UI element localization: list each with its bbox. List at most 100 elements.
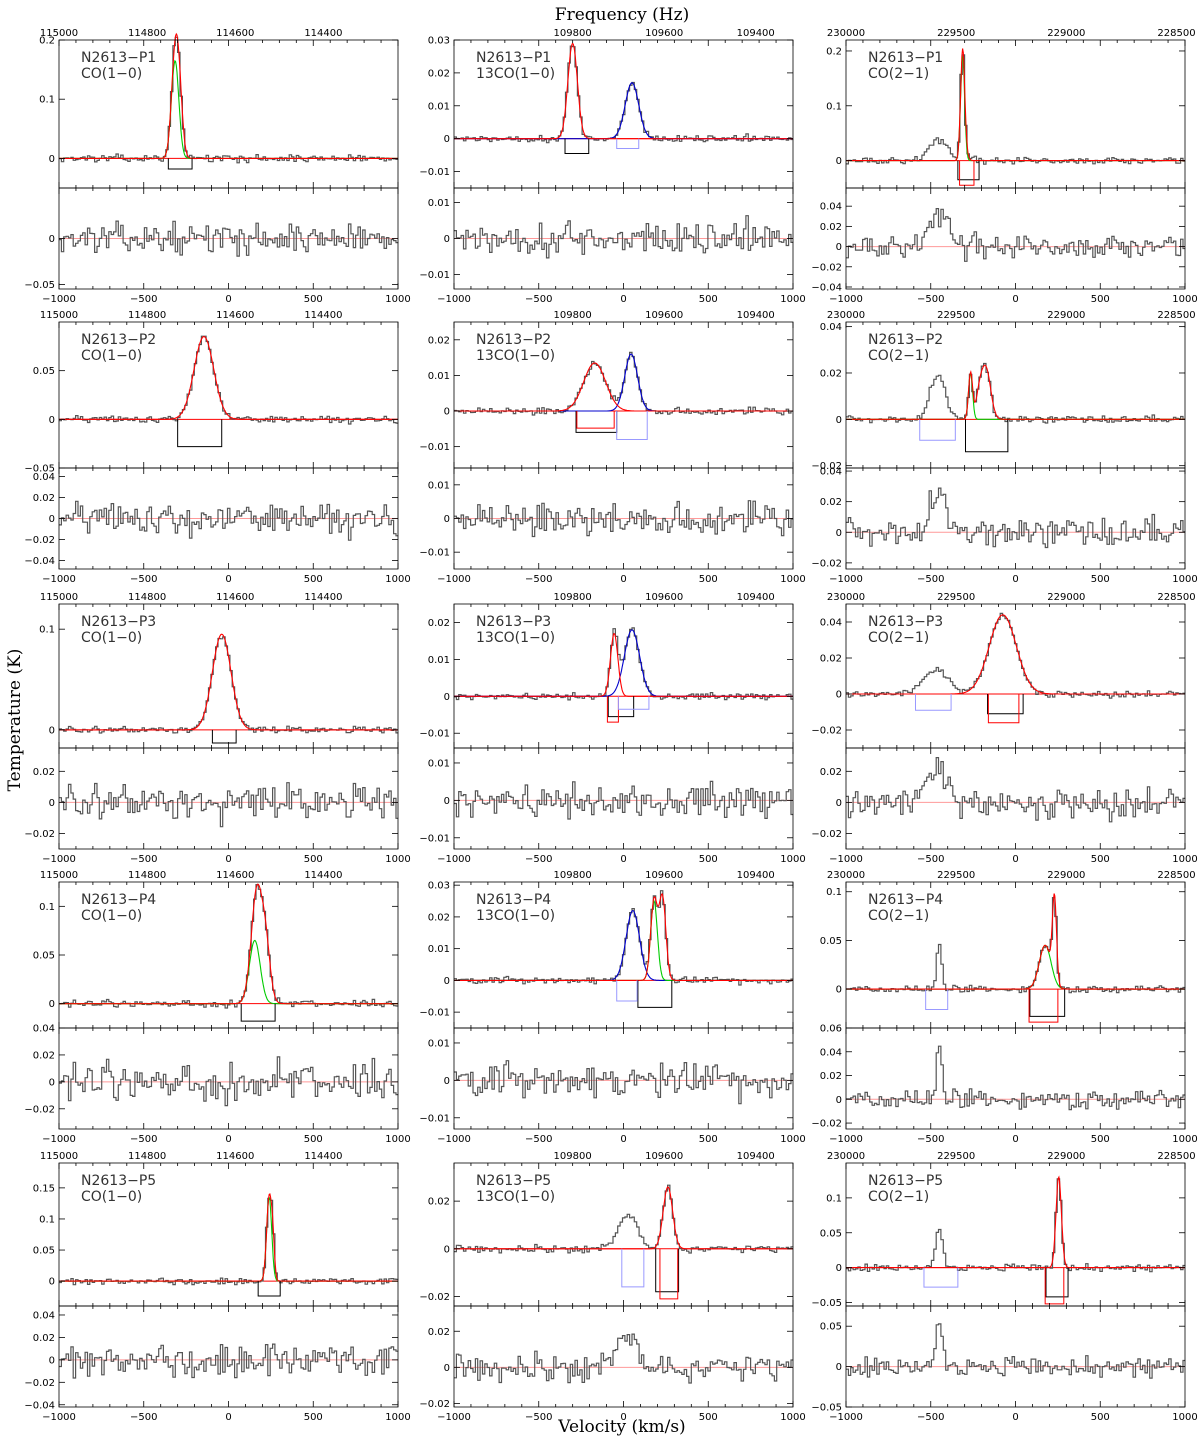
- p4-3-resid-xtick-label-500: 500: [1091, 1134, 1110, 1145]
- p2-2-resid-xtick-label-1000: 1000: [780, 574, 805, 585]
- p5-1-main-ytick-label-0: 0: [49, 1277, 55, 1288]
- p2-2-resid-ytick-label-0: −0.01: [419, 548, 450, 559]
- p1-1-resid-ytick-label-1: 0: [49, 234, 55, 245]
- p3-3-resid-xtick-label--500: −500: [917, 854, 944, 865]
- p1-3-window-red-1: [959, 160, 975, 186]
- p1-3-resid-xtick-label-0: 0: [1012, 294, 1018, 305]
- p5-3-resid-frame: [845, 1305, 1186, 1408]
- p4-2-main-ytick-label-0: −0.01: [419, 1008, 450, 1019]
- p2-1-line-label: CO(1−0): [81, 348, 142, 364]
- p2-1-resid-ytick-label-1: −0.02: [24, 535, 55, 546]
- p2-3-resid-ytick-label-3: 0.04: [820, 467, 842, 478]
- p2-3-window-black-0: [964, 419, 1009, 453]
- p2-3-main-ytick-label-1: 0: [836, 415, 842, 426]
- x-axis-title: Velocity (km/s): [557, 1417, 685, 1437]
- panel-r1-c3: 0 0.1 0.2 230000 229500 229000 228500 N2613−P1C…: [811, 28, 1197, 305]
- p5-3-window-red-1: [1044, 1267, 1065, 1305]
- p4-3-resid-ytick-label-0: −0.02: [811, 1119, 842, 1130]
- p4-3-freq-label-2: 229000: [1047, 870, 1085, 881]
- p5-1-title: N2613−P5: [81, 1173, 156, 1189]
- p1-3-main-ytick-label-2: 0.2: [826, 46, 842, 57]
- p1-1-resid-xtick-label-1000: 1000: [385, 294, 410, 305]
- p2-1-resid-ytick-label-4: 0.04: [33, 472, 55, 483]
- p2-2-line-label: 13CO(1−0): [476, 348, 555, 364]
- p4-3-main-ytick-label-0: 0: [836, 985, 842, 996]
- p3-3-resid-xtick-label-500: 500: [1091, 854, 1110, 865]
- p5-3-main-ytick-label-2: 0.05: [820, 1228, 842, 1239]
- p5-1-freq-label-1: 114800: [128, 1151, 166, 1162]
- p1-3-resid-ytick-label-1: −0.02: [811, 262, 842, 273]
- p2-1-residual: [59, 500, 399, 541]
- p3-3-resid-xtick-label-1000: 1000: [1172, 854, 1197, 865]
- p2-3-main-ytick-label-2: 0.02: [820, 368, 842, 379]
- p1-2-fit-total: [454, 42, 793, 140]
- p1-2-resid-xtick-label--1000: −1000: [437, 294, 471, 305]
- p5-3-resid-xtick-label--1000: −1000: [829, 1412, 863, 1423]
- p1-1-window-black-0: [167, 158, 193, 170]
- panel-r4-c3: 0 0.05 0.1 230000 229500 229000 228500 N2613−P4…: [811, 870, 1197, 1145]
- p4-2-main-ytick-label-1: 0: [444, 976, 450, 987]
- p5-2-window-blue-2: [621, 1248, 645, 1288]
- p2-3-resid-xtick-label--1000: −1000: [829, 574, 863, 585]
- p2-3-line-label: CO(2−1): [868, 348, 929, 364]
- p4-1-residual: [59, 1056, 399, 1107]
- p4-1-spectrum: [59, 884, 399, 1009]
- p4-2-resid-frame: [453, 1027, 794, 1130]
- p5-2-resid-xtick-label-500: 500: [699, 1412, 718, 1423]
- p1-3-freq-label-0: 230000: [827, 28, 865, 39]
- p3-3-window-red-1: [987, 694, 1020, 724]
- p4-2-resid-xtick-label--1000: −1000: [437, 1134, 471, 1145]
- p3-3-freq-label-3: 228500: [1157, 592, 1195, 603]
- p1-2-resid-xtick-label-1000: 1000: [780, 294, 805, 305]
- p2-2-window-blue-2: [616, 411, 648, 441]
- p2-2-window-black-0: [575, 411, 618, 433]
- p3-3-freq-label-2: 229000: [1047, 592, 1085, 603]
- p1-3-freq-label-2: 229000: [1047, 28, 1085, 39]
- p4-2-window-blue-1: [616, 980, 638, 1002]
- p5-2-residual: [454, 1333, 794, 1384]
- p5-3-resid-xtick-label-1000: 1000: [1172, 1412, 1197, 1423]
- p4-1-resid-xtick-label-500: 500: [304, 1134, 323, 1145]
- p5-2-resid-xtick-label-0: 0: [620, 1412, 626, 1423]
- p1-3-resid-ytick-label-2: 0: [836, 242, 842, 253]
- p3-3-resid-ytick-label-2: 0.02: [820, 767, 842, 778]
- p2-1-main-ytick-label-2: 0.05: [33, 366, 55, 377]
- p4-1-resid-xtick-label--500: −500: [130, 1134, 157, 1145]
- p2-2-resid-ytick-label-1: 0: [444, 514, 450, 525]
- p2-2-main-ytick-label-3: 0.02: [428, 335, 450, 346]
- p5-1-main-ytick-label-2: 0.1: [39, 1214, 55, 1225]
- p5-2-window-black-0: [655, 1248, 680, 1293]
- p1-3-resid-xtick-label-500: 500: [1091, 294, 1110, 305]
- p4-3-main-ytick-label-1: 0.05: [820, 936, 842, 947]
- p2-1-fit-total: [59, 336, 398, 420]
- p5-2-freq-label-0: 109800: [554, 1151, 592, 1162]
- p2-3-resid-ytick-label-2: 0.02: [820, 497, 842, 508]
- p4-2-freq-label-1: 109600: [645, 870, 683, 881]
- p5-2-main-ytick-label-1: 0: [444, 1244, 450, 1255]
- p1-3-freq-label-1: 229500: [937, 28, 975, 39]
- p1-1-resid-xtick-label-500: 500: [304, 294, 323, 305]
- p5-1-main-ytick-label-1: 0.05: [33, 1246, 55, 1257]
- p2-3-freq-label-3: 228500: [1157, 310, 1195, 321]
- p1-3-residual: [846, 208, 1186, 262]
- p5-1-freq-label-0: 115000: [40, 1151, 78, 1162]
- p3-1-resid-ytick-label-1: 0: [49, 798, 55, 809]
- p3-3-main-ytick-label-0: −0.02: [811, 726, 842, 737]
- p5-2-resid-frame: [453, 1305, 794, 1408]
- p2-3-resid-xtick-label--500: −500: [917, 574, 944, 585]
- p5-1-resid-xtick-label-0: 0: [225, 1412, 231, 1423]
- p1-1-main-ytick-label-1: 0.1: [39, 95, 55, 106]
- p2-1-main-ytick-label-0: −0.05: [24, 464, 55, 475]
- p4-2-title: N2613−P4: [476, 892, 551, 908]
- p4-1-freq-label-2: 114600: [216, 870, 254, 881]
- p3-2-resid-xtick-label-500: 500: [699, 854, 718, 865]
- p3-1-freq-label-0: 115000: [40, 592, 78, 603]
- p3-1-resid-xtick-label-0: 0: [225, 854, 231, 865]
- p5-1-fit-component-0: [59, 1197, 398, 1282]
- p3-3-main-ytick-label-2: 0.02: [820, 654, 842, 665]
- p4-1-main-ytick-label-0: 0: [49, 999, 55, 1010]
- panel-r1-c2: −0.01 0 0.01 0.02 0.03 109800 109600 109400 N261…: [419, 28, 805, 305]
- p3-2-window-blue-2: [617, 696, 650, 710]
- p3-1-residual: [59, 782, 399, 828]
